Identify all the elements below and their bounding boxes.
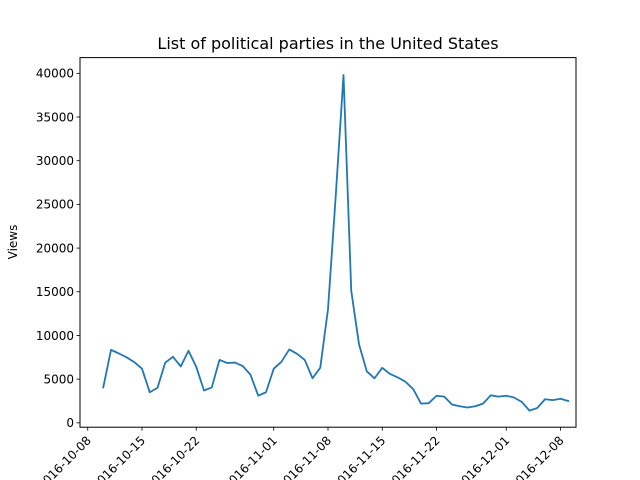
y-tick-label: 15000 [36,285,74,299]
y-tick-label: 25000 [36,198,74,212]
y-tick-label: 10000 [36,329,74,343]
y-tick-label: 0 [66,416,74,430]
y-tick-label: 5000 [43,372,74,386]
y-tick-label: 30000 [36,154,74,168]
series-line [102,74,570,412]
chart-title: List of political parties in the United … [157,34,498,53]
plot-frame [79,57,577,428]
y-tick-label: 40000 [36,67,74,81]
y-tick-label: 35000 [36,110,74,124]
y-tick-label: 20000 [36,241,74,255]
y-axis-label: Views [6,225,20,260]
